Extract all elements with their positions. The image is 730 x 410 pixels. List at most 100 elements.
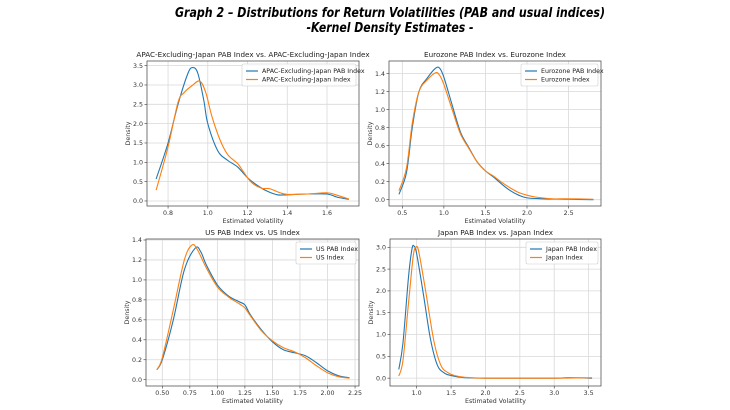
x-tick-label: 1.75 — [293, 390, 307, 397]
y-axis-label: Density — [368, 300, 375, 324]
x-tick-label: 1.4 — [282, 210, 292, 217]
subplot-1: APAC-Excluding-Japan PAB Index vs. APAC-… — [125, 50, 370, 225]
y-tick-label: 1.5 — [376, 310, 386, 317]
y-tick-label: 0.0 — [132, 377, 142, 384]
y-tick-label: 0.2 — [375, 179, 385, 186]
x-tick-label: 3.0 — [549, 390, 559, 397]
x-tick-label: 0.5 — [397, 210, 407, 217]
y-tick-label: 3.5 — [133, 63, 143, 70]
x-tick-label: 1.6 — [322, 210, 332, 217]
legend-label: APAC-Excluding-Japan PAB Index — [262, 68, 365, 75]
y-tick-label: 1.5 — [133, 140, 143, 147]
y-tick-label: 2.0 — [376, 288, 386, 295]
y-axis-label: Density — [125, 121, 132, 145]
y-tick-label: 1.2 — [132, 257, 142, 264]
legend: Japan PAB Index Japan Index — [525, 241, 599, 265]
figure-title-line1: Graph 2 – Distributions for Return Volat… — [175, 6, 605, 21]
legend-box — [525, 241, 599, 265]
series-line-pab — [156, 246, 350, 379]
x-tick-label: 1.5 — [480, 210, 490, 217]
legend: US PAB Index US Index — [295, 241, 358, 265]
y-tick-label: 1.0 — [132, 277, 142, 284]
axes-frame — [145, 238, 360, 387]
y-tick-label: 0.8 — [375, 125, 385, 132]
series-line-pab — [398, 244, 593, 379]
series-line-index — [155, 80, 350, 200]
y-tick-label: 0.5 — [133, 179, 143, 186]
x-tick-label: 2.25 — [348, 390, 362, 397]
y-tick-label: 1.0 — [133, 160, 143, 167]
x-axis-label: Estimated Volatility — [222, 398, 283, 405]
series-line-pab — [398, 66, 594, 201]
x-tick-label: 1.50 — [265, 390, 279, 397]
subplot-title: US PAB Index vs. US Index — [205, 228, 300, 237]
legend-label: Eurozone Index — [541, 77, 590, 84]
series-line-index — [398, 245, 593, 379]
figure-title-line2: -Kernel Density Estimates - — [307, 21, 474, 36]
x-tick-label: 2.00 — [320, 390, 334, 397]
x-tick-label: 2.0 — [480, 390, 490, 397]
y-tick-label: 2.0 — [133, 121, 143, 128]
y-tick-label: 0.4 — [375, 161, 385, 168]
y-tick-label: 1.2 — [375, 89, 385, 96]
x-axis-label: Estimated Volatility — [222, 218, 283, 225]
legend-box — [241, 63, 357, 87]
x-tick-label: 0.50 — [155, 390, 169, 397]
y-tick-label: 1.0 — [376, 332, 386, 339]
x-axis-label: Estimated Volatility — [465, 398, 526, 405]
y-tick-label: 3.0 — [376, 244, 386, 251]
series-line-index — [156, 243, 350, 379]
legend-label: Japan PAB Index — [545, 246, 597, 253]
subplot-4: Japan PAB Index vs. Japan Index 1.0 1.5 2.0… — [368, 228, 602, 405]
legend-box — [295, 241, 357, 265]
x-tick-label: 0.8 — [163, 210, 173, 217]
x-tick-label: 1.25 — [238, 390, 252, 397]
legend-box — [520, 63, 599, 87]
x-tick-label: 1.0 — [203, 210, 213, 217]
y-tick-label: 0.5 — [376, 354, 386, 361]
x-axis-label: Estimated Volatility — [464, 218, 525, 225]
x-tick-label: 1.0 — [412, 390, 422, 397]
y-axis-label: Density — [367, 121, 374, 145]
series-line-index — [398, 71, 594, 200]
legend-label: Eurozone PAB Index — [541, 68, 604, 75]
subplot-2: Eurozone PAB Index vs. Eurozone Index 0.5… — [367, 50, 604, 225]
x-tick-label: 1.5 — [446, 390, 456, 397]
y-tick-label: 0.6 — [132, 317, 142, 324]
y-tick-label: 1.4 — [375, 71, 385, 78]
y-tick-label: 2.5 — [376, 266, 386, 273]
subplot-3: US PAB Index vs. US Index 0.50 0.75 1.00 1.2… — [124, 228, 362, 405]
legend: Eurozone PAB Index Eurozone Index — [520, 63, 604, 87]
x-tick-label: 2.0 — [522, 210, 532, 217]
x-tick-label: 2.5 — [515, 390, 525, 397]
y-tick-label: 0.8 — [132, 297, 142, 304]
y-tick-label: 0.2 — [132, 357, 142, 364]
legend: APAC-Excluding-Japan PAB Index APAC-Exclu… — [241, 63, 365, 87]
subplot-title: Japan PAB Index vs. Japan Index — [437, 228, 554, 237]
y-tick-label: 0.0 — [375, 197, 385, 204]
series-line-pab — [155, 67, 349, 200]
y-tick-label: 0.4 — [132, 337, 142, 344]
x-tick-label: 1.2 — [243, 210, 253, 217]
axes-frame — [146, 60, 360, 207]
legend-label: APAC-Excluding-Japan Index — [262, 77, 351, 84]
legend-label: US Index — [316, 255, 344, 262]
axes-frame — [388, 60, 602, 207]
subplot-title: Eurozone PAB Index vs. Eurozone Index — [424, 50, 567, 59]
y-tick-label: 0.6 — [375, 143, 385, 150]
y-tick-label: 1.0 — [375, 107, 385, 114]
y-tick-label: 0.0 — [133, 198, 143, 205]
y-tick-label: 3.0 — [133, 82, 143, 89]
y-tick-label: 1.4 — [132, 237, 142, 244]
y-tick-label: 0.0 — [376, 375, 386, 382]
x-tick-label: 0.75 — [183, 390, 197, 397]
x-tick-label: 1.0 — [439, 210, 449, 217]
legend-label: Japan Index — [545, 255, 583, 262]
x-tick-label: 2.5 — [564, 210, 574, 217]
y-axis-label: Density — [124, 300, 131, 324]
y-tick-label: 2.5 — [133, 102, 143, 109]
x-tick-label: 3.5 — [584, 390, 594, 397]
axes-frame — [389, 238, 602, 387]
legend-label: US PAB Index — [316, 246, 358, 253]
